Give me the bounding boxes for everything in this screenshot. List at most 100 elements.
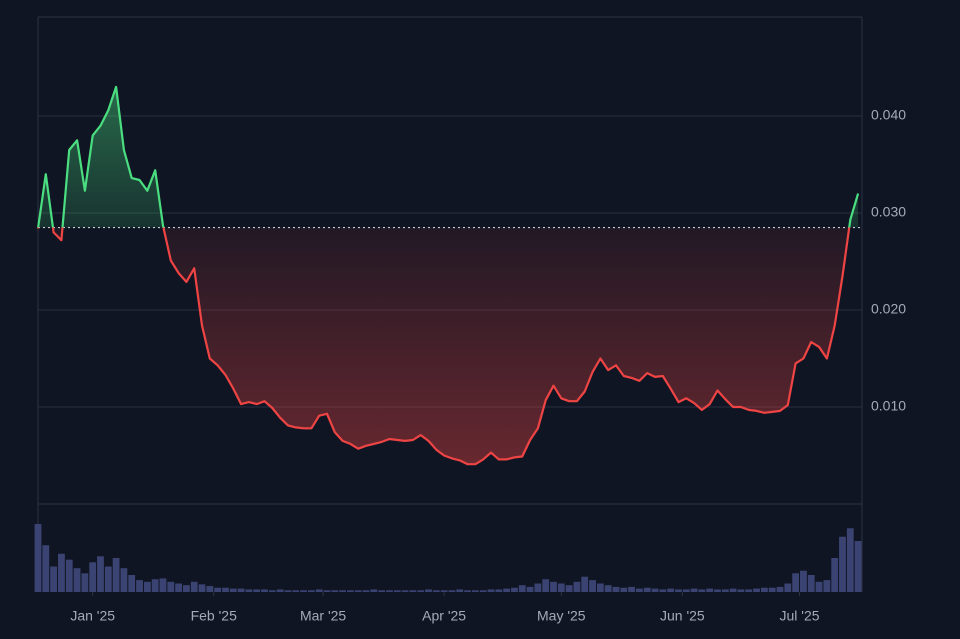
- volume-bar: [721, 589, 729, 592]
- volume-bar: [698, 589, 706, 592]
- volume-bar: [440, 590, 448, 592]
- volume-bar: [307, 590, 315, 592]
- volume-bar: [417, 590, 425, 592]
- volume-bar: [651, 588, 659, 592]
- volume-bar: [846, 528, 854, 592]
- volume-bar: [518, 585, 526, 592]
- volume-bar: [182, 585, 190, 592]
- volume-bar: [81, 573, 89, 592]
- volume-bar: [245, 589, 253, 592]
- volume-bar: [581, 576, 589, 592]
- volume-bar: [495, 589, 503, 592]
- y-tick-label: 0.030: [871, 204, 906, 220]
- volume-bar: [393, 590, 401, 592]
- volume-bar: [542, 579, 550, 592]
- volume-bar: [190, 581, 198, 592]
- volume-bar: [50, 566, 58, 592]
- volume-bar: [503, 588, 511, 592]
- volume-bar: [448, 590, 456, 592]
- volume-bar: [42, 545, 50, 592]
- volume-bar: [636, 588, 643, 592]
- volume-bar: [386, 590, 393, 592]
- volume-bar: [714, 589, 721, 592]
- volume-bar: [557, 583, 565, 592]
- volume-bar: [167, 581, 175, 592]
- volume-bar: [706, 588, 714, 592]
- price-area: [38, 86, 859, 465]
- volume-bar: [487, 589, 495, 592]
- volume-bar: [831, 558, 839, 592]
- y-tick-label: 0.010: [871, 398, 906, 414]
- volume-bar: [823, 580, 831, 592]
- volume-bar: [347, 590, 354, 592]
- volume-bar: [315, 589, 323, 592]
- volume-bar: [276, 589, 284, 592]
- price-line: [36, 85, 860, 466]
- volume-bar: [511, 587, 518, 592]
- volume-bar: [159, 578, 167, 592]
- volume-bar: [753, 588, 760, 592]
- volume-bar: [284, 590, 292, 592]
- volume-bar: [89, 562, 97, 592]
- volume-bar: [667, 588, 675, 592]
- volume-bar: [229, 588, 237, 592]
- volume-bar: [214, 587, 222, 592]
- volume-bar: [479, 590, 487, 592]
- volume-bar: [34, 524, 42, 592]
- volume-bar: [339, 590, 347, 592]
- volume-bar: [815, 581, 823, 592]
- volume-bar: [737, 589, 745, 592]
- volume-bar: [331, 590, 339, 592]
- x-tick-label: Feb '25: [191, 608, 237, 624]
- volume-bar: [596, 583, 604, 592]
- volume-bar: [292, 590, 300, 592]
- volume-bar: [768, 587, 776, 592]
- volume-bar: [128, 575, 136, 592]
- volume-bar: [237, 588, 245, 592]
- volume-bar: [550, 581, 557, 592]
- volume-bar: [206, 586, 214, 592]
- volume-bar: [136, 580, 143, 592]
- volume-bar: [682, 589, 690, 592]
- volume-bar: [253, 589, 261, 592]
- volume-bar: [675, 589, 682, 592]
- volume-bar: [589, 580, 596, 592]
- volume-bar: [690, 588, 698, 592]
- volume-bar: [104, 566, 112, 592]
- volume-bar: [659, 589, 667, 592]
- volume-bar: [370, 589, 378, 592]
- volume-bar: [628, 586, 635, 592]
- volume-bar: [760, 587, 768, 592]
- volume-bar: [807, 575, 815, 592]
- volume-bar: [534, 583, 542, 592]
- volume-bar: [643, 587, 651, 592]
- x-tick-label: May '25: [537, 608, 586, 624]
- volume-bar: [526, 586, 534, 592]
- volume-bar: [362, 590, 370, 592]
- volume-bar: [620, 587, 628, 592]
- volume-bar: [409, 590, 417, 592]
- volume-bar: [112, 558, 120, 592]
- y-tick-label: 0.040: [871, 107, 906, 123]
- volume-bar: [268, 590, 276, 592]
- volume-bar: [73, 568, 81, 592]
- volume-bar: [776, 586, 784, 592]
- volume-bar: [784, 583, 792, 592]
- y-tick-label: 0.020: [871, 301, 906, 317]
- x-tick-label: Apr '25: [422, 608, 466, 624]
- volume-bar: [58, 553, 65, 592]
- volume-bar: [729, 588, 737, 592]
- volume-bar: [432, 590, 440, 592]
- volume-bar: [300, 590, 307, 592]
- x-tick-label: Mar '25: [300, 608, 346, 624]
- volume-bar: [573, 581, 581, 592]
- volume-bar: [792, 573, 800, 592]
- volume-bar: [354, 590, 362, 592]
- volume-bar: [97, 556, 104, 592]
- volume-bar: [65, 559, 73, 592]
- volume-bar: [745, 589, 753, 592]
- volume-bar: [854, 541, 862, 592]
- volume-bar: [425, 589, 432, 592]
